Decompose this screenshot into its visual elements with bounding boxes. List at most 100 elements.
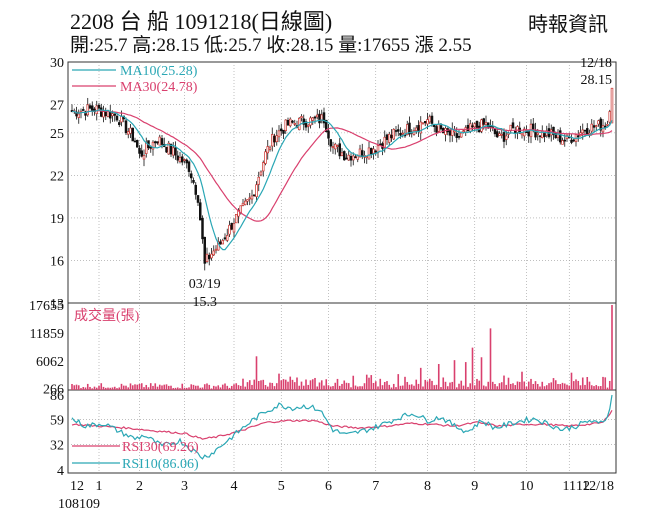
volume-bar	[359, 386, 361, 390]
volume-bar	[435, 384, 438, 390]
volume-bar	[554, 380, 557, 390]
candle-body	[203, 236, 207, 264]
candle-body	[212, 250, 216, 256]
candle-body	[176, 155, 180, 161]
volume-bar	[116, 388, 118, 390]
candle-body	[392, 128, 396, 140]
volume-bar	[444, 381, 447, 390]
volume-bar	[93, 386, 96, 390]
volume-bar	[161, 385, 163, 390]
ma30-line	[71, 109, 613, 222]
candle-body	[268, 147, 272, 150]
candle-body	[590, 123, 593, 132]
candle-body	[455, 133, 459, 138]
candle-body	[572, 139, 575, 142]
candle-body	[140, 150, 144, 157]
candle-body	[136, 139, 139, 148]
volume-bar	[237, 385, 240, 390]
volume-bar	[179, 388, 181, 390]
rsi-tick-label: 4	[57, 464, 64, 479]
volume-bar	[491, 381, 494, 390]
candle-body	[289, 118, 292, 127]
ma10-line	[71, 109, 613, 251]
candle-body	[108, 111, 112, 119]
candle-body	[311, 117, 315, 121]
volume-bar	[478, 380, 481, 390]
volume-bar	[327, 385, 330, 390]
volume-bar	[109, 387, 112, 390]
x-tick-label: 11	[563, 479, 576, 494]
candle-body	[77, 113, 80, 118]
volume-bar	[442, 377, 445, 390]
volume-bar	[428, 378, 431, 390]
candle-body	[505, 135, 508, 140]
volume-bar	[329, 386, 332, 390]
candle-body	[581, 129, 584, 134]
volume-bar	[494, 383, 496, 390]
volume-bar	[190, 384, 193, 390]
candle-body	[271, 134, 274, 147]
candle-body	[219, 241, 222, 245]
candle-body	[583, 129, 587, 132]
candle-body	[190, 173, 193, 179]
candle-body	[367, 147, 371, 160]
candle-body	[244, 200, 247, 206]
candle-body	[223, 237, 227, 240]
volume-bar	[379, 378, 382, 390]
volume-bar	[343, 380, 346, 390]
volume-bar	[595, 385, 598, 390]
candle-body	[205, 253, 209, 262]
x-tick-label: 4	[231, 479, 238, 494]
volume-bar	[199, 387, 202, 390]
last-date-label: 12/18	[580, 56, 612, 71]
volume-bar	[235, 383, 238, 390]
volume-bar	[525, 386, 528, 390]
candle-body	[390, 134, 393, 139]
volume-bar	[417, 383, 420, 390]
candle-body	[585, 128, 589, 135]
candle-body	[558, 130, 562, 143]
candle-body	[172, 147, 175, 156]
candle-body	[484, 122, 488, 125]
volume-bar	[307, 384, 310, 390]
volume-bar	[599, 386, 602, 390]
volume-bar	[572, 381, 575, 390]
volume-bar	[401, 385, 404, 390]
volume-bar	[482, 385, 485, 390]
x-tick-label: 12	[576, 479, 590, 494]
candle-body	[340, 152, 344, 156]
volume-bar	[460, 380, 463, 390]
volume-bar	[334, 382, 337, 390]
candle-body	[408, 122, 411, 135]
candle-body	[417, 125, 420, 131]
volume-bar	[80, 388, 82, 390]
volume-bar	[440, 387, 442, 390]
volume-bar	[266, 386, 269, 390]
price-tick-label: 16	[50, 254, 64, 269]
volume-bar	[453, 360, 456, 390]
volume-bar	[158, 384, 161, 390]
volume-bar	[228, 387, 231, 390]
x-tick-label: 8	[424, 479, 431, 494]
candle-body	[318, 113, 321, 124]
candle-body	[469, 123, 472, 132]
volume-bar	[545, 385, 548, 390]
volume-bar	[89, 386, 91, 390]
volume-bar	[86, 383, 89, 390]
candle-body	[462, 130, 465, 132]
candle-body	[97, 104, 101, 109]
volume-bar	[309, 380, 312, 390]
volume-bar	[156, 386, 159, 390]
volume-bar	[413, 385, 415, 390]
volume-bar	[489, 328, 492, 390]
volume-bar	[75, 384, 78, 390]
volume-bar	[390, 387, 393, 390]
volume-bar	[469, 383, 472, 390]
candle-body	[138, 147, 141, 154]
x-tick-label: 9	[471, 479, 478, 494]
volume-label: 成交量(張)	[74, 307, 140, 324]
volume-bar	[188, 387, 190, 390]
volume-bar	[539, 386, 541, 390]
volume-bar	[458, 383, 460, 390]
candle-body	[365, 156, 369, 159]
